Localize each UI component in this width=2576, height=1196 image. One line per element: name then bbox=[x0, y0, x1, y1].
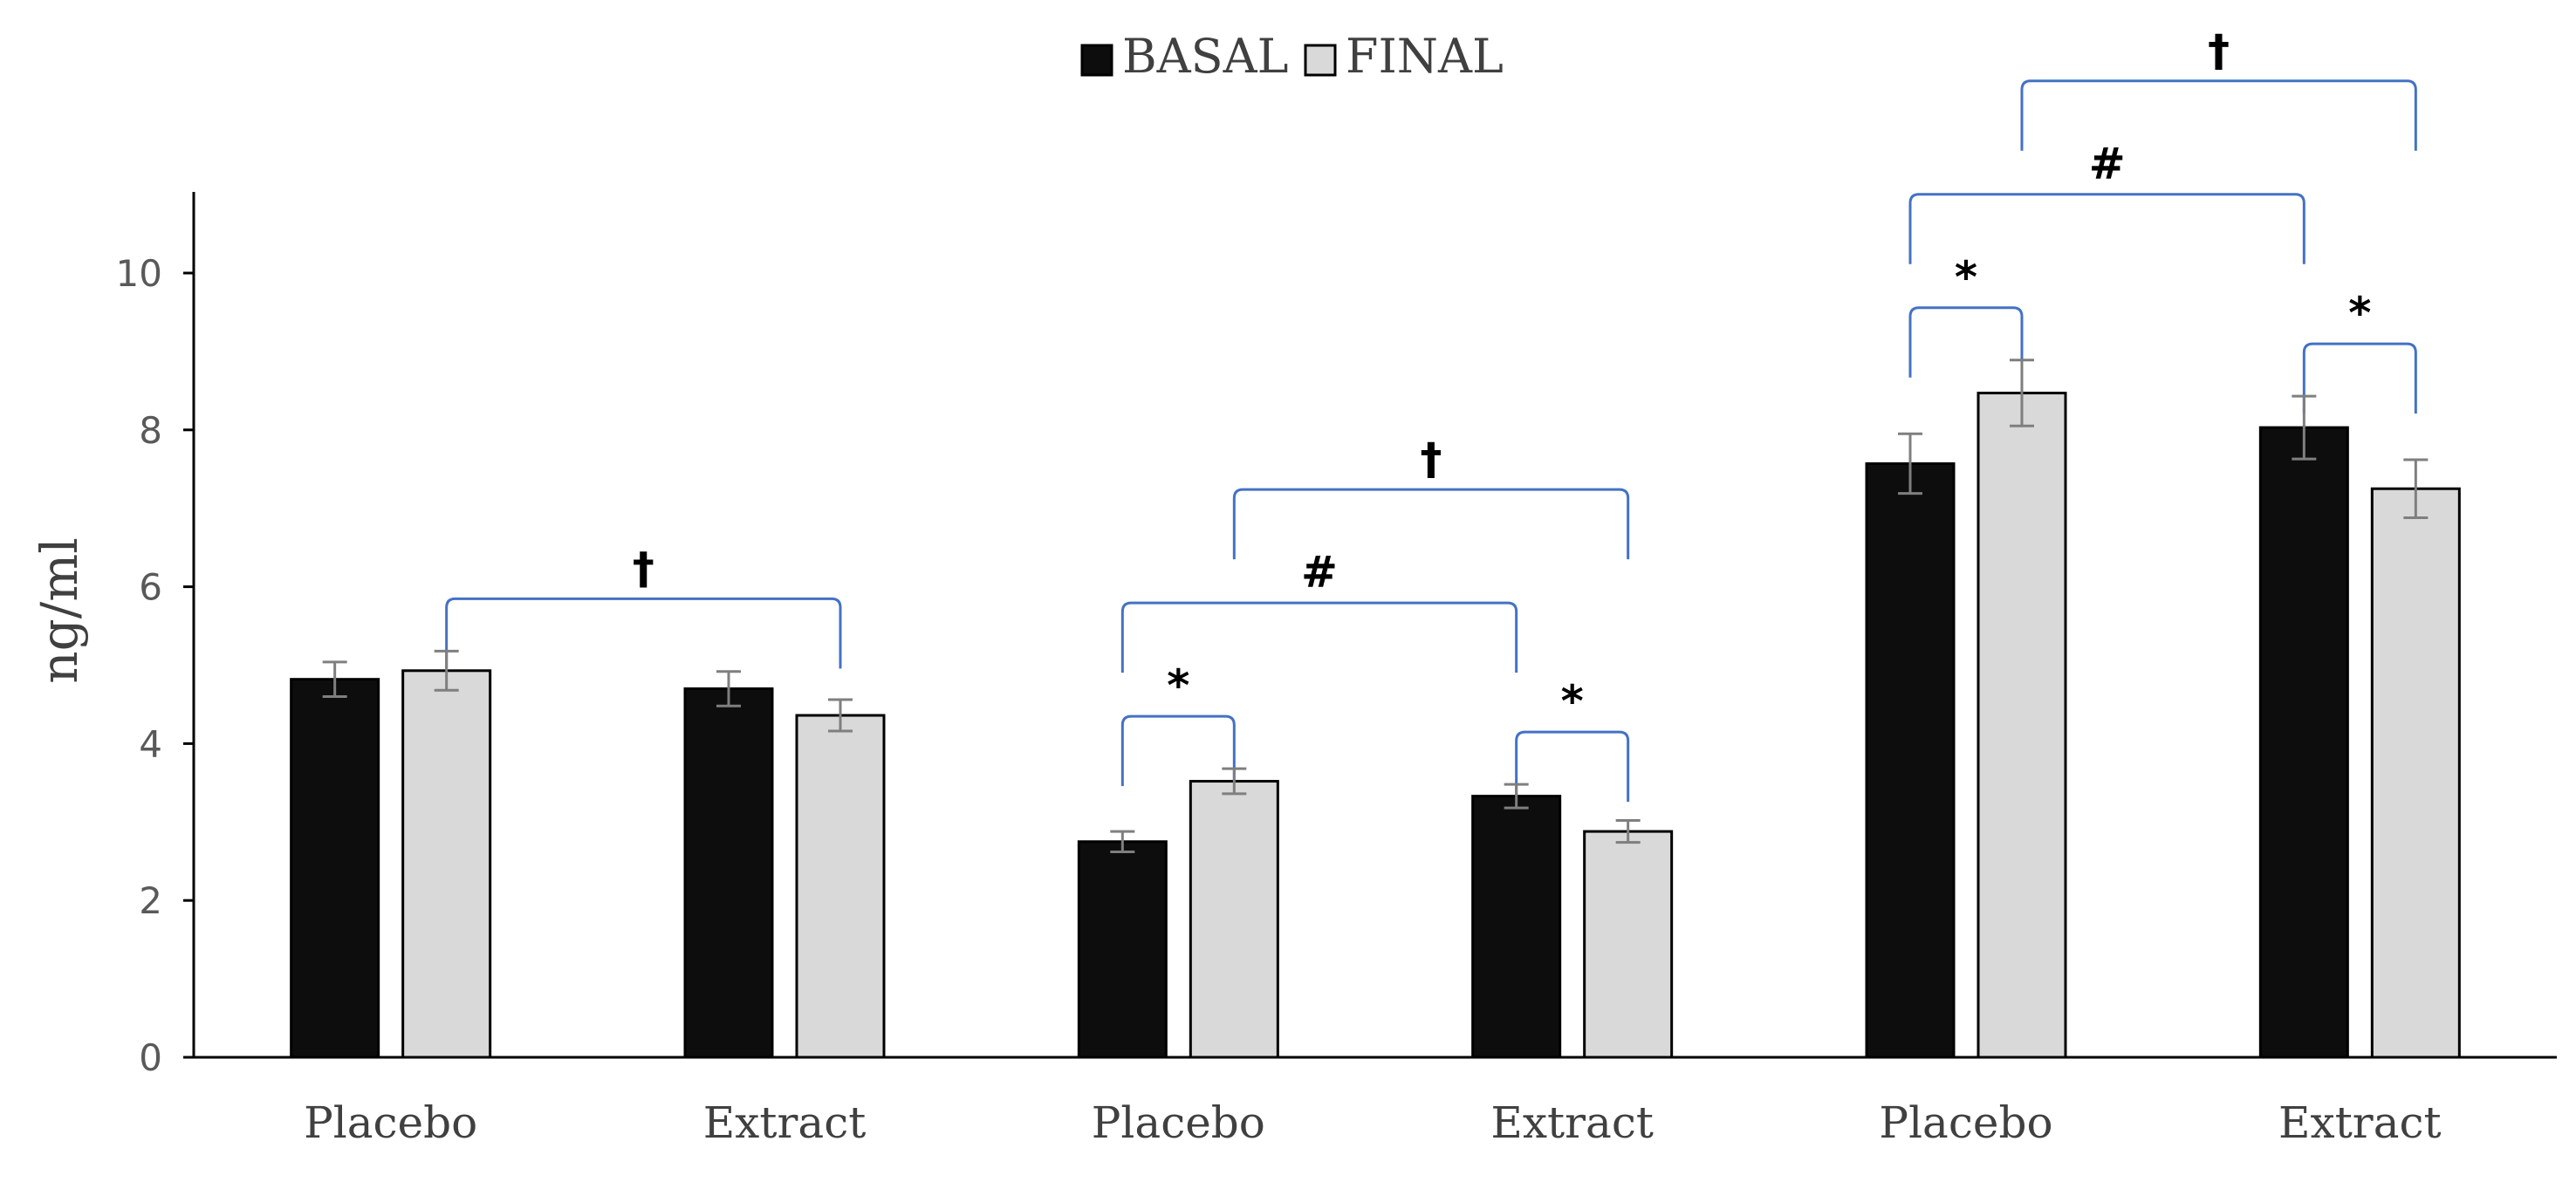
significance-bracket-3 bbox=[1120, 714, 1236, 787]
error-bar-final-2 bbox=[1222, 767, 1247, 796]
legend-swatch-final bbox=[1304, 44, 1337, 77]
significance-bracket-6 bbox=[2020, 79, 2417, 151]
y-tick-label-4: 4 bbox=[139, 722, 162, 765]
significance-bracket-1 bbox=[1120, 601, 1518, 673]
bar-basal-2 bbox=[1077, 840, 1168, 1059]
significance-brackets: * * * * # † # † † bbox=[445, 25, 2417, 803]
error-bar-basal-5 bbox=[2292, 394, 2317, 461]
error-bar-basal-4 bbox=[1898, 432, 1922, 495]
error-bars bbox=[322, 359, 2429, 853]
y-tick-label-8: 8 bbox=[139, 409, 162, 452]
significance-symbol-2: † bbox=[1421, 434, 1442, 484]
significance-symbol-8: * bbox=[2348, 288, 2371, 338]
bar-final-5 bbox=[2370, 487, 2461, 1059]
bar-final-4 bbox=[1977, 392, 2067, 1059]
bar-basal-3 bbox=[1471, 795, 1562, 1059]
error-bar-final-0 bbox=[434, 649, 459, 692]
y-tick-label-10: 10 bbox=[116, 252, 162, 295]
significance-symbol-3: * bbox=[1167, 660, 1189, 711]
significance-bracket-7 bbox=[1908, 306, 2024, 378]
bar-final-1 bbox=[795, 714, 886, 1059]
error-bar-final-4 bbox=[2010, 359, 2034, 427]
y-axis-title: ng/ml bbox=[30, 537, 89, 684]
x-tick-label-3: Extract bbox=[1490, 1097, 1654, 1148]
y-tick-label-0: 0 bbox=[139, 1036, 162, 1079]
significance-symbol-7: * bbox=[1955, 252, 1977, 303]
error-bar-basal-1 bbox=[716, 670, 741, 707]
y-tick-label-2: 2 bbox=[139, 879, 162, 922]
x-tick-label-2: Placebo bbox=[1092, 1097, 1265, 1148]
bar-final-3 bbox=[1583, 830, 1674, 1059]
legend-label-final: FINAL bbox=[1346, 29, 1504, 84]
bar-final-2 bbox=[1189, 780, 1279, 1059]
significance-symbol-4: * bbox=[1561, 676, 1584, 727]
legend-swatch-basal bbox=[1080, 44, 1113, 77]
significance-symbol-0: † bbox=[633, 543, 654, 593]
legend: BASAL FINAL bbox=[1080, 29, 1504, 84]
significance-bracket-4 bbox=[1515, 730, 1630, 803]
error-bar-basal-3 bbox=[1504, 783, 1529, 810]
bar-basal-0 bbox=[290, 678, 380, 1059]
bar-basal-5 bbox=[2258, 426, 2349, 1059]
bar-final-0 bbox=[401, 669, 492, 1059]
error-bar-basal-0 bbox=[322, 660, 347, 698]
significance-bracket-5 bbox=[1908, 193, 2305, 264]
significance-bracket-8 bbox=[2302, 342, 2417, 414]
bar-basal-4 bbox=[1865, 461, 1956, 1059]
significance-symbol-5: # bbox=[2089, 139, 2126, 189]
significance-symbol-6: † bbox=[2208, 25, 2230, 76]
x-tick-label-5: Extract bbox=[2278, 1097, 2442, 1148]
error-bar-final-3 bbox=[1615, 819, 1641, 844]
significance-bracket-0 bbox=[445, 597, 842, 669]
x-tick-label-4: Placebo bbox=[1879, 1097, 2052, 1148]
significance-bracket-2 bbox=[1232, 488, 1630, 560]
error-bar-final-5 bbox=[2403, 458, 2429, 519]
x-tick-label-1: Extract bbox=[703, 1097, 867, 1148]
x-tick-label-0: Placebo bbox=[304, 1097, 477, 1148]
bar-basal-1 bbox=[683, 687, 774, 1059]
bars bbox=[290, 392, 2461, 1059]
axes: 0 2 4 6 8 10 Placebo Extract Placebo Extract Place… bbox=[116, 192, 2557, 1148]
error-bar-basal-2 bbox=[1110, 830, 1135, 853]
y-tick-label-6: 6 bbox=[139, 566, 162, 609]
error-bar-final-1 bbox=[828, 698, 853, 733]
significance-symbol-1: # bbox=[1301, 547, 1338, 598]
legend-label-basal: BASAL bbox=[1122, 29, 1289, 84]
